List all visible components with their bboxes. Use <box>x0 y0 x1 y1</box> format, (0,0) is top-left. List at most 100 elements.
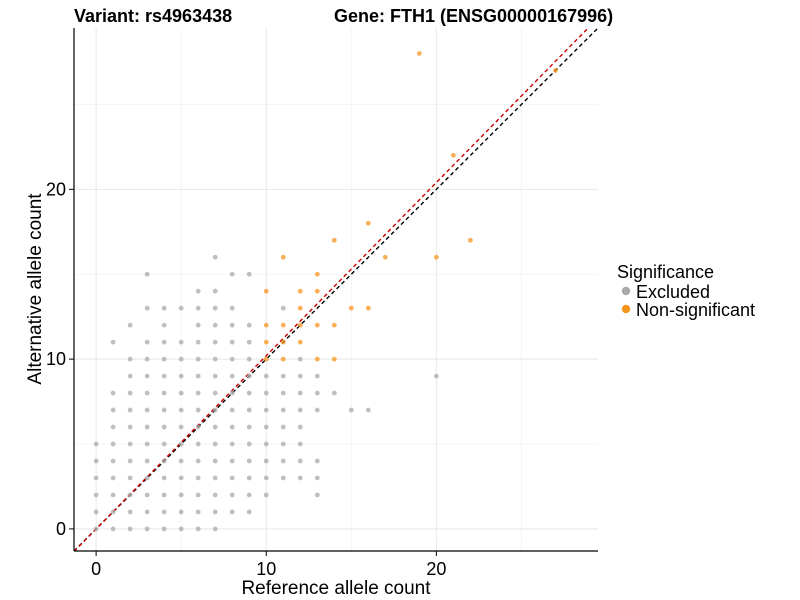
point-excluded <box>178 492 184 498</box>
x-axis-title: Reference allele count <box>241 578 431 599</box>
point-excluded <box>212 373 218 379</box>
point-non-significant <box>331 237 337 243</box>
point-excluded <box>229 475 235 481</box>
point-excluded <box>212 390 218 396</box>
point-non-significant <box>348 305 354 311</box>
point-excluded <box>280 407 286 413</box>
axes <box>73 28 598 552</box>
legend-title: Significance <box>617 262 714 282</box>
point-non-significant <box>297 305 303 311</box>
point-excluded <box>110 509 116 515</box>
point-excluded <box>246 373 252 379</box>
point-excluded <box>195 441 201 447</box>
point-excluded <box>93 509 99 515</box>
point-non-significant <box>280 322 286 328</box>
point-excluded <box>263 441 269 447</box>
point-excluded <box>280 424 286 430</box>
point-excluded <box>178 458 184 464</box>
point-excluded <box>178 475 184 481</box>
legend: Significance Excluded Non-significant <box>617 262 755 320</box>
point-excluded <box>178 424 184 430</box>
point-non-significant <box>382 254 388 260</box>
point-excluded <box>229 458 235 464</box>
point-excluded <box>93 475 99 481</box>
point-excluded <box>195 458 201 464</box>
point-non-significant <box>450 152 456 158</box>
point-excluded <box>246 356 252 362</box>
point-excluded <box>195 526 201 532</box>
point-non-significant <box>365 305 371 311</box>
y-tick-label: 20 <box>46 179 66 199</box>
point-non-significant <box>314 288 320 294</box>
legend-label-non-significant: Non-significant <box>636 300 755 320</box>
point-excluded <box>297 441 303 447</box>
point-excluded <box>263 424 269 430</box>
title-variant: Variant: rs4963438 <box>74 6 232 26</box>
point-excluded <box>110 390 116 396</box>
point-excluded <box>212 475 218 481</box>
point-excluded <box>93 492 99 498</box>
point-excluded <box>127 526 133 532</box>
x-tick-label: 0 <box>91 559 101 579</box>
point-non-significant <box>553 68 558 73</box>
reference-line-identity <box>74 28 598 551</box>
point-excluded <box>212 339 218 345</box>
point-excluded <box>280 305 286 311</box>
point-excluded <box>161 509 167 515</box>
reference-line-fit <box>74 28 590 551</box>
point-excluded <box>229 407 235 413</box>
point-excluded <box>314 390 320 396</box>
point-excluded <box>212 509 218 515</box>
point-excluded <box>229 424 235 430</box>
point-excluded <box>195 356 201 362</box>
point-excluded <box>280 373 286 379</box>
x-tick-label: 20 <box>426 559 446 579</box>
point-excluded <box>195 509 201 515</box>
point-non-significant <box>416 51 422 56</box>
point-excluded <box>229 322 235 328</box>
point-non-significant <box>314 322 320 328</box>
point-non-significant <box>280 339 286 345</box>
point-excluded <box>178 441 184 447</box>
point-excluded <box>297 424 303 430</box>
point-excluded <box>178 356 184 362</box>
point-non-significant <box>297 288 303 294</box>
point-excluded <box>144 390 150 396</box>
point-excluded <box>127 424 133 430</box>
point-excluded <box>93 526 99 532</box>
point-non-significant <box>433 254 439 260</box>
point-excluded <box>195 424 201 430</box>
point-excluded <box>229 356 235 362</box>
point-excluded <box>212 492 218 498</box>
y-tick-label: 10 <box>46 349 66 369</box>
legend-label-excluded: Excluded <box>636 282 710 302</box>
point-excluded <box>263 492 269 498</box>
point-excluded <box>229 492 235 498</box>
point-excluded <box>195 322 201 328</box>
point-excluded <box>195 407 201 413</box>
point-excluded <box>195 475 201 481</box>
point-excluded <box>297 458 303 464</box>
point-excluded <box>314 373 320 379</box>
point-excluded <box>195 373 201 379</box>
point-excluded <box>246 322 252 328</box>
x-tick-label: 10 <box>256 559 276 579</box>
point-excluded <box>246 424 252 430</box>
point-excluded <box>280 390 286 396</box>
point-excluded <box>161 407 167 413</box>
point-excluded <box>144 441 150 447</box>
point-excluded <box>161 475 167 481</box>
point-excluded <box>161 424 167 430</box>
point-non-significant <box>331 356 337 362</box>
point-excluded <box>195 492 201 498</box>
point-excluded <box>110 526 116 532</box>
point-excluded <box>127 475 133 481</box>
point-excluded <box>144 475 150 481</box>
data-points <box>93 51 558 532</box>
point-excluded <box>212 526 218 532</box>
point-excluded <box>246 509 252 515</box>
point-excluded <box>161 305 167 311</box>
point-excluded <box>297 390 303 396</box>
point-excluded <box>110 475 116 481</box>
